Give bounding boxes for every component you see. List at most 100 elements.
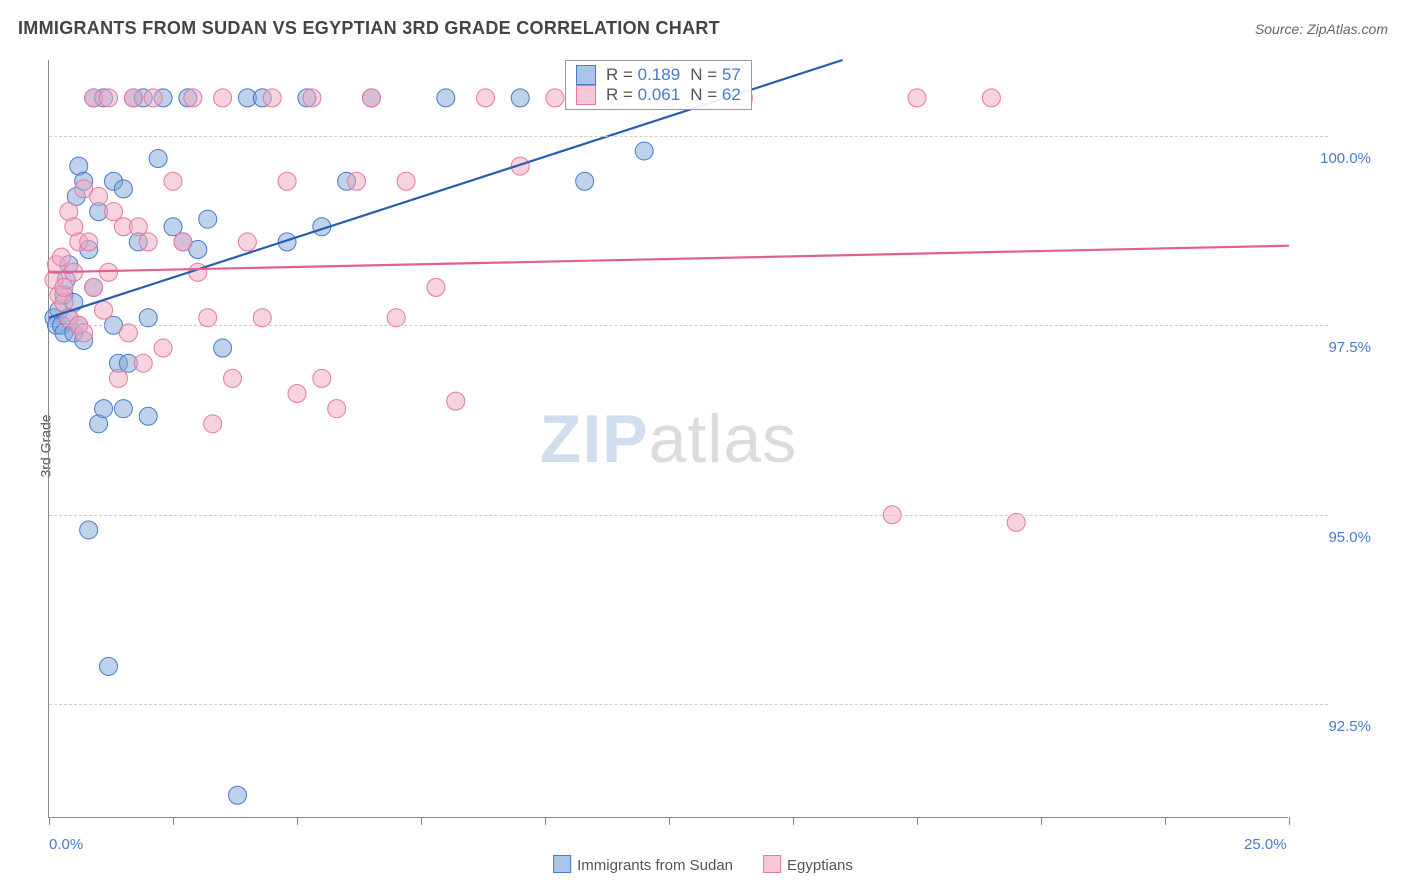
scatter-point: [144, 89, 162, 107]
scatter-point: [1007, 513, 1025, 531]
scatter-point: [90, 187, 108, 205]
scatter-point: [164, 172, 182, 190]
chart-title: IMMIGRANTS FROM SUDAN VS EGYPTIAN 3RD GR…: [18, 18, 720, 39]
scatter-point: [55, 278, 73, 296]
source-attribution: Source: ZipAtlas.com: [1255, 21, 1388, 37]
scatter-point: [174, 233, 192, 251]
ytick-label: 92.5%: [1311, 718, 1371, 735]
ytick-label: 97.5%: [1311, 339, 1371, 356]
trend-line: [49, 246, 1289, 273]
scatter-point: [129, 218, 147, 236]
legend-label: Egyptians: [787, 857, 853, 874]
scatter-point: [635, 142, 653, 160]
scatter-point: [75, 324, 93, 342]
scatter-point: [447, 392, 465, 410]
legend-swatch: [553, 855, 571, 873]
gridline-h: [49, 515, 1328, 516]
legend-label: Immigrants from Sudan: [577, 857, 733, 874]
ytick-label: 100.0%: [1311, 150, 1371, 167]
xtick: [917, 817, 918, 825]
scatter-point: [238, 233, 256, 251]
scatter-point: [164, 218, 182, 236]
chart-header: IMMIGRANTS FROM SUDAN VS EGYPTIAN 3RD GR…: [18, 18, 1388, 39]
bottom-legend: Immigrants from Sudan Egyptians: [553, 855, 853, 874]
scatter-point: [139, 407, 157, 425]
scatter-point: [253, 309, 271, 327]
scatter-point: [228, 786, 246, 804]
stats-swatch: [576, 85, 596, 105]
xtick: [173, 817, 174, 825]
stats-legend-box: R = 0.189 N = 57 R = 0.061 N = 62: [565, 60, 752, 110]
gridline-h: [49, 325, 1328, 326]
scatter-point: [85, 278, 103, 296]
legend-item: Egyptians: [763, 855, 853, 874]
scatter-point: [100, 263, 118, 281]
scatter-point: [199, 309, 217, 327]
scatter-point: [100, 89, 118, 107]
xtick: [49, 817, 50, 825]
scatter-point: [362, 89, 380, 107]
stats-n-label: N = 57: [690, 65, 741, 85]
xtick: [1165, 817, 1166, 825]
scatter-point: [114, 180, 132, 198]
xtick: [545, 817, 546, 825]
scatter-point: [124, 89, 142, 107]
xtick: [421, 817, 422, 825]
scatter-point: [119, 324, 137, 342]
scatter-point: [328, 400, 346, 418]
scatter-point: [104, 203, 122, 221]
source-name: ZipAtlas.com: [1307, 21, 1388, 37]
scatter-point: [288, 385, 306, 403]
scatter-point: [546, 89, 564, 107]
xtick: [793, 817, 794, 825]
stats-row: R = 0.061 N = 62: [576, 85, 741, 105]
scatter-point: [139, 233, 157, 251]
scatter-point: [387, 309, 405, 327]
scatter-point: [263, 89, 281, 107]
scatter-point: [95, 400, 113, 418]
scatter-point: [278, 172, 296, 190]
scatter-point: [511, 89, 529, 107]
gridline-h: [49, 704, 1328, 705]
stats-r-value: 0.189: [638, 65, 681, 84]
scatter-point: [214, 339, 232, 357]
xtick: [297, 817, 298, 825]
scatter-point: [134, 354, 152, 372]
stats-r-label: R = 0.061: [606, 85, 680, 105]
scatter-point: [114, 400, 132, 418]
stats-n-value: 62: [722, 85, 741, 104]
stats-swatch: [576, 65, 596, 85]
scatter-point: [476, 89, 494, 107]
legend-swatch: [763, 855, 781, 873]
scatter-point: [199, 210, 217, 228]
scatter-point: [139, 309, 157, 327]
scatter-point: [397, 172, 415, 190]
scatter-point: [149, 150, 167, 168]
scatter-point: [303, 89, 321, 107]
scatter-point: [224, 369, 242, 387]
scatter-point: [52, 248, 70, 266]
scatter-point: [427, 278, 445, 296]
scatter-point: [908, 89, 926, 107]
xtick: [669, 817, 670, 825]
xtick-label: 0.0%: [49, 836, 83, 853]
gridline-h: [49, 136, 1328, 137]
scatter-point: [100, 657, 118, 675]
stats-r-label: R = 0.189: [606, 65, 680, 85]
source-prefix: Source:: [1255, 21, 1307, 37]
legend-item: Immigrants from Sudan: [553, 855, 733, 874]
ytick-label: 95.0%: [1311, 529, 1371, 546]
scatter-point: [80, 233, 98, 251]
stats-n-label: N = 62: [690, 85, 741, 105]
scatter-point: [437, 89, 455, 107]
scatter-point: [576, 172, 594, 190]
xtick-label: 25.0%: [1244, 836, 1287, 853]
stats-r-value: 0.061: [638, 85, 681, 104]
scatter-point: [184, 89, 202, 107]
scatter-point: [80, 521, 98, 539]
plot-area: ZIPatlas R = 0.189N = 57R = 0.061N = 62 …: [48, 60, 1288, 818]
scatter-point: [109, 369, 127, 387]
xtick: [1289, 817, 1290, 825]
stats-n-value: 57: [722, 65, 741, 84]
scatter-point: [982, 89, 1000, 107]
